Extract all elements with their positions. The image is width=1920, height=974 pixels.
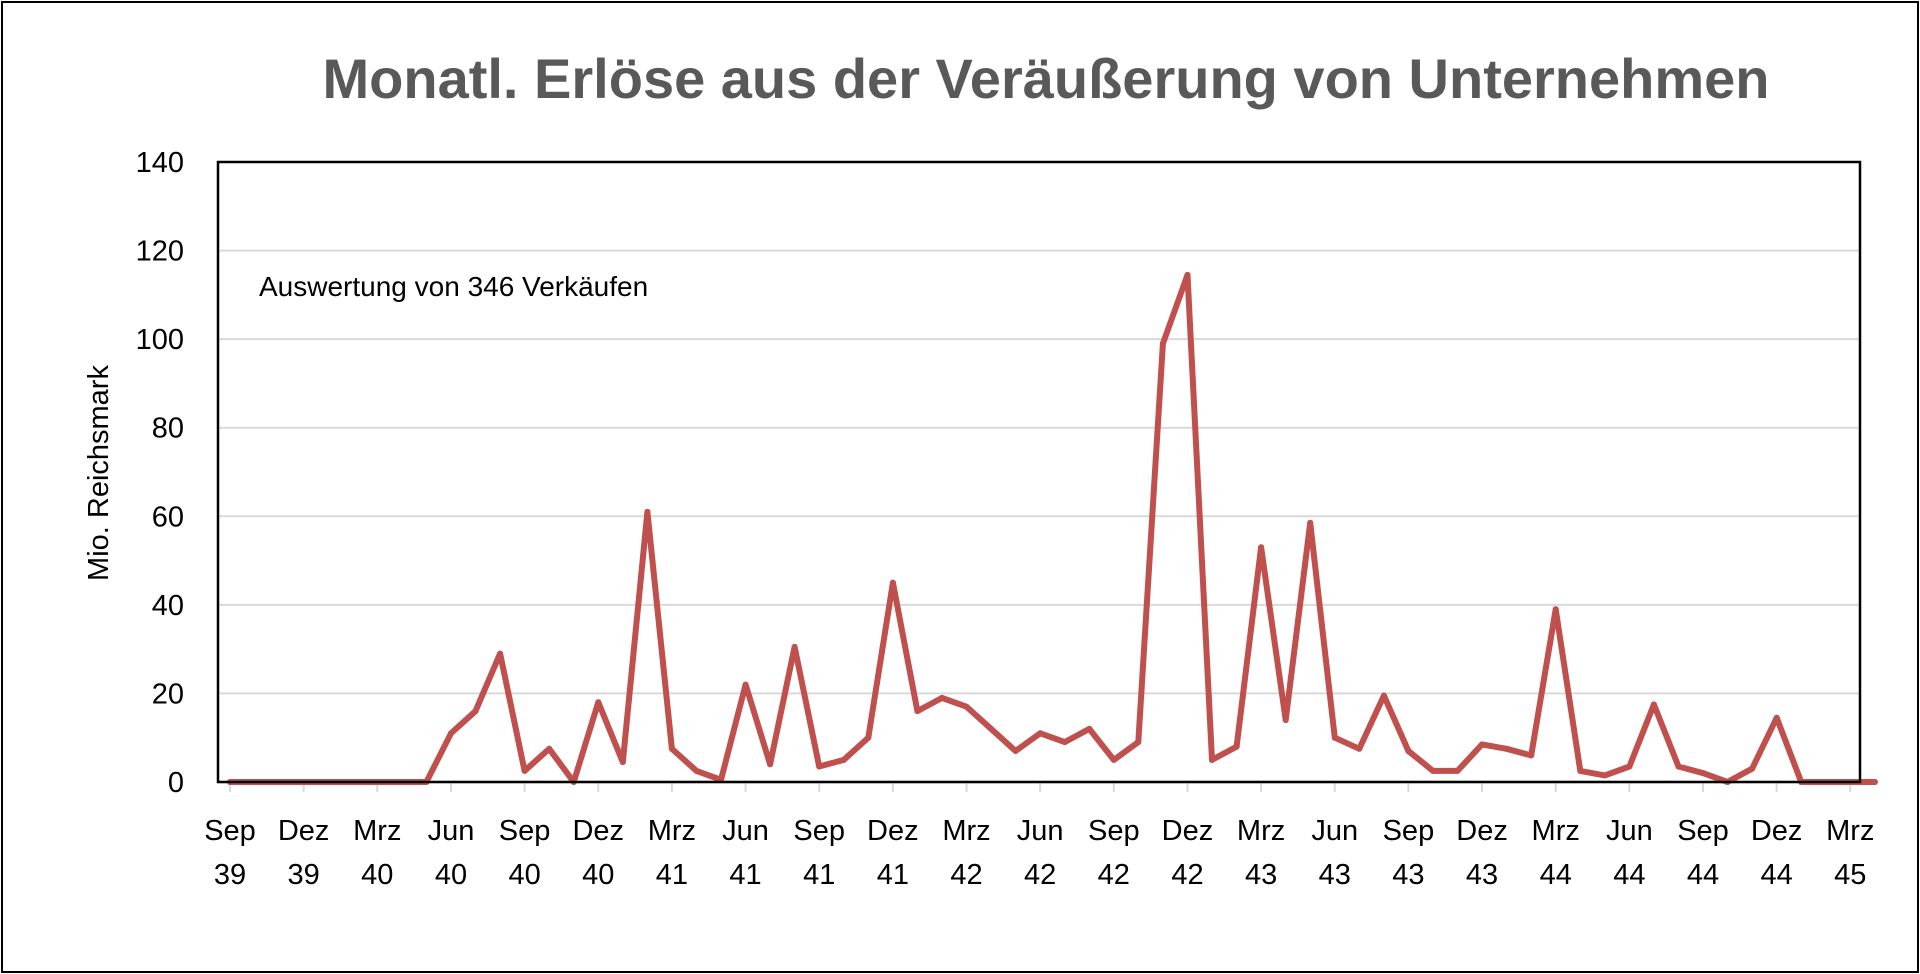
data-point [1282, 717, 1289, 723]
x-tick-label: Mrz 44 [1532, 815, 1580, 891]
data-point [816, 763, 823, 770]
data-point [472, 708, 479, 715]
x-tick-label: Sep 41 [793, 815, 845, 891]
data-point [1700, 770, 1706, 777]
x-tick-label: Sep 44 [1677, 815, 1729, 891]
data-point [791, 643, 798, 650]
x-tick-label: Mrz 42 [942, 815, 990, 891]
data-point [1159, 340, 1166, 347]
data-point [1454, 767, 1461, 774]
data-point [1405, 748, 1412, 754]
data-point [644, 508, 651, 515]
data-point [1037, 730, 1044, 737]
x-tick-label: Mrz 43 [1237, 815, 1285, 891]
data-point [1601, 772, 1608, 779]
data-point [595, 699, 602, 706]
y-axis-label: Mio. Reichsmark [83, 365, 115, 581]
data-point [1135, 739, 1142, 746]
data-point [1626, 763, 1633, 770]
data-point [1331, 734, 1338, 741]
y-tick-label: 120 [136, 236, 184, 268]
y-tick-label: 0 [168, 767, 184, 799]
data-point [1061, 739, 1068, 746]
data-point [1233, 743, 1240, 750]
x-tick-labels: Sep 39 Dez 39 Mrz 40 Jun 40 Sep 40 Dez 40 Mrz 41 Jun 41… [204, 782, 1874, 891]
data-point [1258, 544, 1265, 551]
data-point [546, 745, 553, 752]
data-point [1479, 741, 1485, 748]
data-point [448, 730, 454, 737]
chart-title: Monatl. Erlöse aus der Veräußerung von U… [323, 47, 1770, 110]
x-tick-label: Dez 44 [1751, 815, 1803, 891]
data-point [988, 725, 995, 732]
x-tick-label: Dez 40 [572, 815, 624, 891]
data-point [1773, 714, 1780, 721]
data-point [1356, 745, 1363, 752]
x-tick-label: Sep 39 [204, 815, 256, 891]
x-tick-label: Sep 40 [499, 815, 551, 891]
x-tick-label: Dez 41 [867, 815, 919, 891]
x-tick-label: Mrz 45 [1826, 815, 1874, 891]
data-point [1307, 519, 1314, 526]
data-point [865, 734, 872, 741]
y-tick-labels: 0 20 40 60 80 100 120 140 [136, 147, 184, 799]
plot-area-border [216, 160, 1862, 784]
data-point [840, 756, 847, 763]
x-tick-label: Dez 43 [1456, 815, 1508, 891]
y-tick-label: 80 [152, 413, 184, 445]
data-point [1577, 767, 1584, 774]
y-tick-label: 20 [152, 678, 184, 710]
annotation-text: Auswertung von 346 Verkäufen [259, 271, 648, 302]
data-point [1528, 752, 1535, 759]
data-point [889, 579, 896, 586]
data-point [1503, 745, 1510, 752]
data-point [1209, 756, 1215, 763]
y-tick-label: 140 [136, 147, 184, 179]
data-point [1184, 271, 1191, 278]
y-tick-label: 100 [136, 324, 184, 356]
x-tick-label: Sep 43 [1383, 815, 1435, 891]
data-point [619, 759, 626, 766]
gridlines [218, 249, 1860, 784]
data-point [693, 767, 700, 774]
x-tick-label: Mrz 41 [648, 815, 696, 891]
data-point [1871, 779, 1878, 785]
data-point [1749, 765, 1756, 772]
data-point [742, 681, 749, 688]
data-point [1110, 756, 1117, 763]
x-tick-label: Mrz 40 [353, 815, 401, 891]
x-tick-label: Jun 41 [722, 815, 769, 891]
data-point [939, 694, 945, 701]
x-tick-label: Dez 42 [1162, 815, 1214, 891]
y-tick-label: 40 [152, 590, 184, 622]
x-tick-label: Dez 39 [278, 815, 330, 891]
data-point [1380, 692, 1387, 699]
x-tick-label: Sep 42 [1088, 815, 1140, 891]
x-tick-label: Jun 43 [1311, 815, 1358, 891]
data-point [497, 650, 504, 657]
series-group [227, 271, 1878, 785]
data-point [1552, 606, 1559, 613]
data-point [914, 708, 921, 715]
data-point [963, 703, 970, 710]
data-point [1675, 763, 1682, 770]
series-line [227, 271, 1878, 785]
data-point [767, 761, 774, 768]
x-tick-label: Jun 44 [1606, 815, 1653, 891]
data-point [521, 767, 528, 774]
data-point [1012, 748, 1019, 754]
y-tick-label: 60 [152, 501, 184, 533]
x-tick-label: Jun 40 [428, 815, 475, 891]
data-point [1650, 701, 1657, 708]
data-point [1086, 725, 1093, 732]
x-tick-label: Jun 42 [1017, 815, 1064, 891]
data-point [668, 745, 675, 752]
data-point [1430, 767, 1436, 774]
